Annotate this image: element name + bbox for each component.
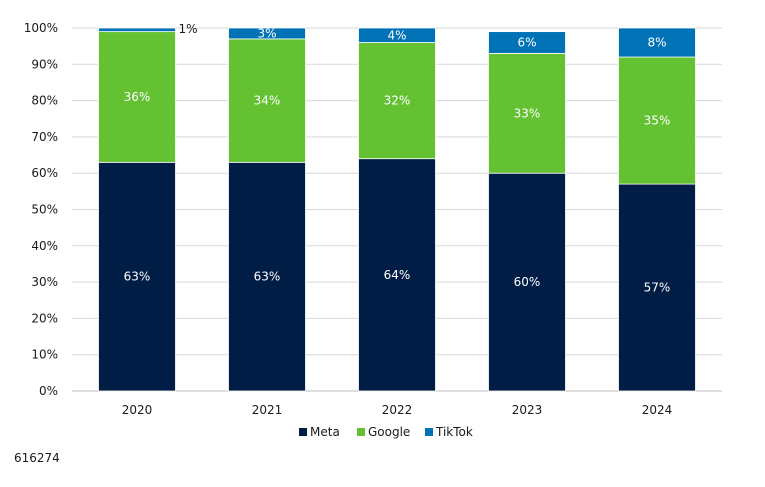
data-labels: 63% 36% 1% 63% 34% 3% 64% 32% 4% 60% 33% 6% 57% 35% 8% (124, 22, 671, 295)
data-label: 1% (179, 22, 198, 36)
bar-google-2024 (618, 56, 696, 185)
x-axis-ticks: 2020 2021 2022 2023 2024 (122, 403, 673, 417)
y-tick-label: 20% (31, 311, 58, 325)
legend-swatch-tiktok (425, 428, 433, 436)
legend-label-meta: Meta (310, 425, 340, 439)
x-tick-label: 2023 (512, 403, 543, 417)
bar-tiktok-2022 (358, 27, 436, 43)
bar-meta-2022 (358, 158, 436, 392)
y-tick-label: 40% (31, 239, 58, 253)
y-tick-label: 90% (31, 57, 58, 71)
data-label: 36% (124, 90, 151, 104)
y-tick-label: 10% (31, 348, 58, 362)
legend-swatch-meta (299, 428, 307, 436)
y-tick-label: 100% (24, 21, 58, 35)
data-label: 4% (387, 28, 406, 42)
data-label: 63% (124, 270, 151, 284)
data-label: 63% (254, 270, 281, 284)
bar-meta-2024 (618, 183, 696, 392)
legend: Meta Google TikTok (299, 425, 473, 439)
bar-google-2023 (488, 53, 566, 174)
data-label: 64% (384, 268, 411, 282)
x-tick-label: 2024 (642, 403, 673, 417)
y-axis-ticks: 0% 10% 20% 30% 40% 50% 60% 70% 80% 90% 100% (24, 21, 58, 398)
y-tick-label: 70% (31, 130, 58, 144)
bar-google-2021 (228, 38, 306, 163)
y-tick-label: 30% (31, 275, 58, 289)
bar-tiktok-2020 (98, 27, 176, 33)
footnote-id: 616274 (14, 451, 60, 465)
bar-tiktok-2023 (488, 31, 566, 54)
x-tick-label: 2020 (122, 403, 153, 417)
legend-swatch-google (357, 428, 365, 436)
bar-meta-2020 (98, 161, 176, 392)
bar-meta-2021 (228, 161, 306, 392)
x-tick-label: 2021 (252, 403, 283, 417)
data-label: 57% (644, 281, 671, 295)
data-label: 34% (254, 94, 281, 108)
x-tick-label: 2022 (382, 403, 413, 417)
bar-google-2020 (98, 31, 176, 163)
data-label: 8% (647, 36, 666, 50)
data-label: 3% (257, 26, 276, 40)
bar-tiktok-2021 (228, 27, 306, 40)
data-label: 6% (517, 36, 536, 50)
y-tick-label: 0% (39, 384, 58, 398)
data-label: 33% (514, 106, 541, 120)
legend-label-google: Google (368, 425, 410, 439)
y-tick-label: 80% (31, 94, 58, 108)
bars (98, 27, 696, 392)
bar-tiktok-2024 (618, 27, 696, 58)
data-label: 35% (644, 114, 671, 128)
legend-label-tiktok: TikTok (435, 425, 473, 439)
data-label: 32% (384, 94, 411, 108)
data-label: 60% (514, 275, 541, 289)
y-tick-label: 50% (31, 203, 58, 217)
bar-meta-2023 (488, 172, 566, 392)
bar-google-2022 (358, 42, 436, 160)
y-tick-label: 60% (31, 166, 58, 180)
